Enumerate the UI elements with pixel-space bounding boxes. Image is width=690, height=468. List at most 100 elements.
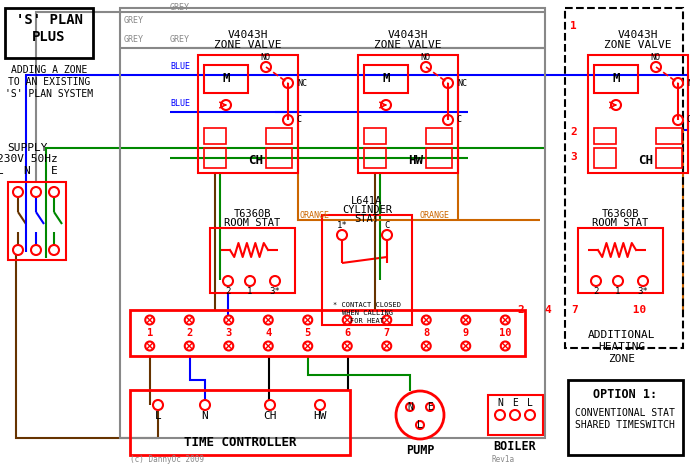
Bar [426, 148, 452, 168]
Bar [656, 128, 682, 144]
Text: ZONE VALVE: ZONE VALVE [604, 40, 672, 50]
Text: V4043H: V4043H [618, 30, 658, 40]
Bar [594, 65, 638, 93]
Circle shape [638, 276, 648, 286]
Bar [565, 8, 683, 348]
Text: 3*: 3* [638, 287, 649, 297]
Text: NC: NC [297, 79, 307, 88]
Circle shape [382, 230, 392, 240]
Text: C: C [384, 220, 390, 229]
Text: C: C [456, 116, 461, 124]
Text: GREY: GREY [170, 3, 190, 12]
Text: SUPPLY: SUPPLY [7, 143, 47, 153]
Circle shape [283, 115, 293, 125]
Text: 1: 1 [570, 21, 577, 31]
Text: ORANGE: ORANGE [300, 211, 330, 220]
Circle shape [611, 100, 621, 110]
Text: 'S' PLAN: 'S' PLAN [15, 13, 83, 27]
Text: 'S' PLAN SYSTEM: 'S' PLAN SYSTEM [5, 89, 93, 99]
Text: 1: 1 [247, 287, 253, 297]
Text: 8: 8 [423, 328, 429, 338]
Text: 2   4   7        10: 2 4 7 10 [518, 305, 646, 315]
Bar [266, 148, 292, 168]
Circle shape [382, 315, 391, 324]
Circle shape [31, 245, 41, 255]
Text: ADDING A ZONE: ADDING A ZONE [11, 65, 87, 75]
Circle shape [591, 276, 601, 286]
Bar [210, 228, 295, 293]
Text: 1: 1 [615, 287, 621, 297]
Text: 5: 5 [304, 328, 311, 338]
Text: Rev1a: Rev1a [492, 455, 515, 465]
Text: HW: HW [408, 154, 424, 168]
Bar [594, 148, 616, 168]
Text: NO: NO [260, 53, 270, 63]
Text: BOILER: BOILER [493, 440, 536, 453]
Circle shape [343, 342, 352, 351]
Circle shape [270, 276, 280, 286]
Circle shape [337, 230, 347, 240]
Circle shape [343, 315, 352, 324]
Text: 1*: 1* [337, 220, 347, 229]
Bar [364, 148, 386, 168]
Text: L   N   E: L N E [0, 166, 57, 176]
Text: 9: 9 [462, 328, 469, 338]
Text: GREY: GREY [124, 16, 144, 25]
Circle shape [406, 403, 414, 411]
Text: NC: NC [687, 79, 690, 88]
Bar [358, 55, 458, 173]
Text: PLUS: PLUS [32, 30, 66, 44]
Bar [130, 390, 350, 455]
Text: CH: CH [248, 154, 264, 168]
Bar [364, 128, 386, 144]
Text: NO: NO [420, 53, 430, 63]
Text: M: M [382, 73, 390, 86]
Circle shape [461, 315, 471, 324]
Circle shape [315, 400, 325, 410]
Circle shape [443, 78, 453, 88]
Circle shape [224, 315, 233, 324]
Text: 230V 50Hz: 230V 50Hz [0, 154, 57, 164]
Text: ADDITIONAL: ADDITIONAL [589, 330, 655, 340]
Text: 2: 2 [186, 328, 193, 338]
Bar [364, 65, 408, 93]
Text: 3: 3 [226, 328, 232, 338]
Text: M: M [222, 73, 230, 86]
Circle shape [426, 403, 434, 411]
Text: L: L [527, 398, 533, 408]
Text: E: E [427, 402, 433, 412]
Circle shape [303, 342, 313, 351]
Circle shape [396, 391, 444, 439]
Bar [578, 228, 663, 293]
Text: T6360B: T6360B [233, 209, 270, 219]
Text: WHEN CALLING: WHEN CALLING [342, 310, 393, 316]
Circle shape [382, 342, 391, 351]
Text: GREY: GREY [170, 35, 190, 44]
Text: N: N [497, 398, 503, 408]
Text: FOR HEAT: FOR HEAT [350, 318, 384, 324]
Text: ROOM STAT: ROOM STAT [592, 218, 648, 228]
Text: BLUE: BLUE [170, 62, 190, 71]
Text: HW: HW [313, 411, 327, 421]
Circle shape [261, 62, 271, 72]
Text: 1: 1 [146, 328, 153, 338]
Circle shape [501, 342, 510, 351]
Text: ZONE: ZONE [609, 354, 635, 364]
Text: * CONTACT CLOSED: * CONTACT CLOSED [333, 302, 401, 308]
Text: 10: 10 [499, 328, 511, 338]
Circle shape [49, 187, 59, 197]
Circle shape [223, 276, 233, 286]
Text: HEATING: HEATING [598, 342, 646, 352]
Circle shape [673, 115, 683, 125]
Bar [5, 8, 93, 58]
Text: NC: NC [457, 79, 467, 88]
Circle shape [525, 410, 535, 420]
Bar [656, 148, 682, 168]
Text: ROOM STAT: ROOM STAT [224, 218, 280, 228]
Text: TO AN EXISTING: TO AN EXISTING [8, 77, 90, 87]
Circle shape [264, 342, 273, 351]
Bar [130, 310, 525, 356]
Bar [8, 182, 66, 260]
Text: V4043H: V4043H [388, 30, 428, 40]
Text: L641A: L641A [351, 196, 383, 206]
